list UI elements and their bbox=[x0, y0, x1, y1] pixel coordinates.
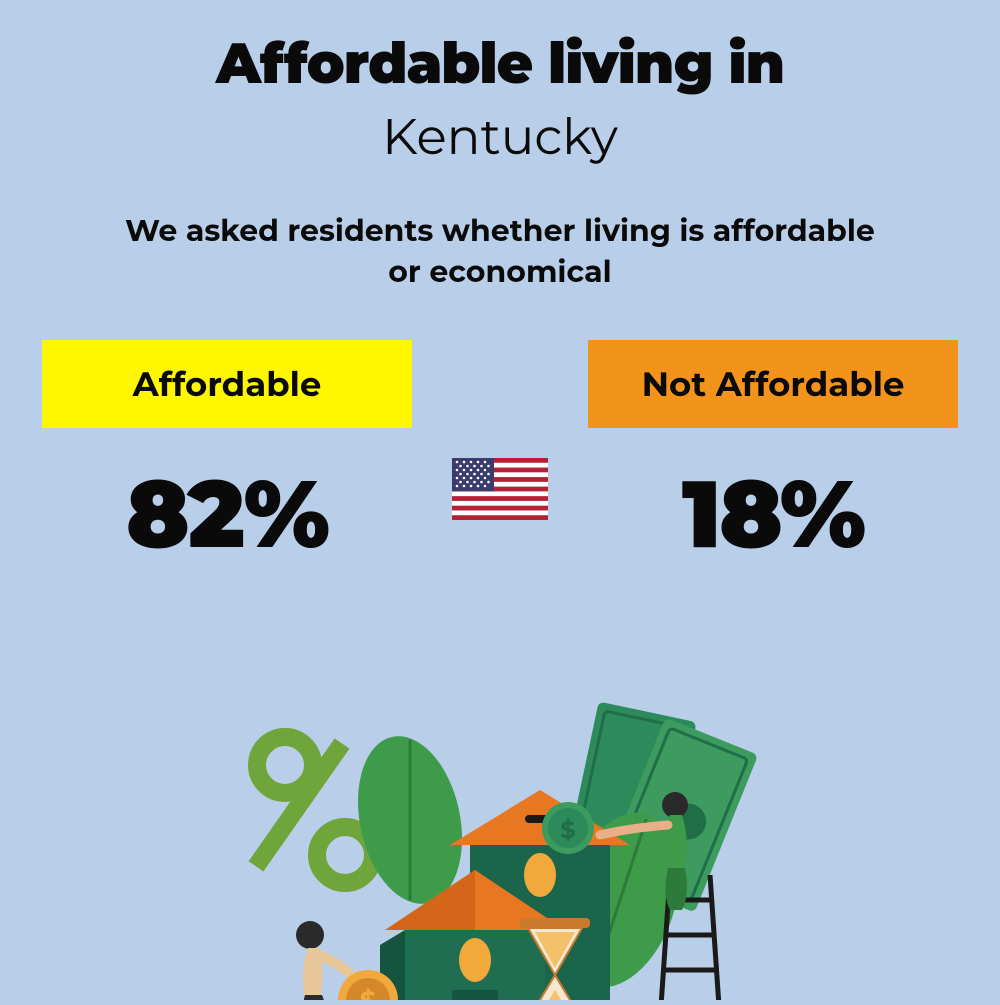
svg-text:$: $ bbox=[560, 816, 575, 845]
flag-container bbox=[452, 458, 548, 525]
not-affordable-column: Not Affordable 18% bbox=[588, 340, 958, 571]
not-affordable-percent: 18% bbox=[682, 456, 864, 571]
not-affordable-label-box: Not Affordable bbox=[588, 340, 958, 428]
not-affordable-label: Not Affordable bbox=[642, 363, 905, 405]
percent-icon bbox=[249, 737, 373, 883]
stats-row: Affordable 82% bbox=[60, 340, 940, 571]
survey-description: We asked residents whether living is aff… bbox=[120, 211, 880, 292]
affordable-label: Affordable bbox=[133, 363, 322, 405]
page-title: Affordable living in bbox=[216, 30, 784, 98]
coin-slot-icon: $ bbox=[542, 802, 594, 854]
affordable-label-box: Affordable bbox=[42, 340, 412, 428]
affordable-percent: 82% bbox=[126, 456, 328, 571]
location-subtitle: Kentucky bbox=[382, 106, 618, 167]
savings-illustration: $ $ bbox=[190, 700, 810, 1000]
us-flag-icon bbox=[452, 458, 548, 520]
affordable-column: Affordable 82% bbox=[42, 340, 412, 571]
infographic-container: Affordable living in Kentucky We asked r… bbox=[0, 0, 1000, 571]
svg-text:$: $ bbox=[360, 985, 377, 1000]
